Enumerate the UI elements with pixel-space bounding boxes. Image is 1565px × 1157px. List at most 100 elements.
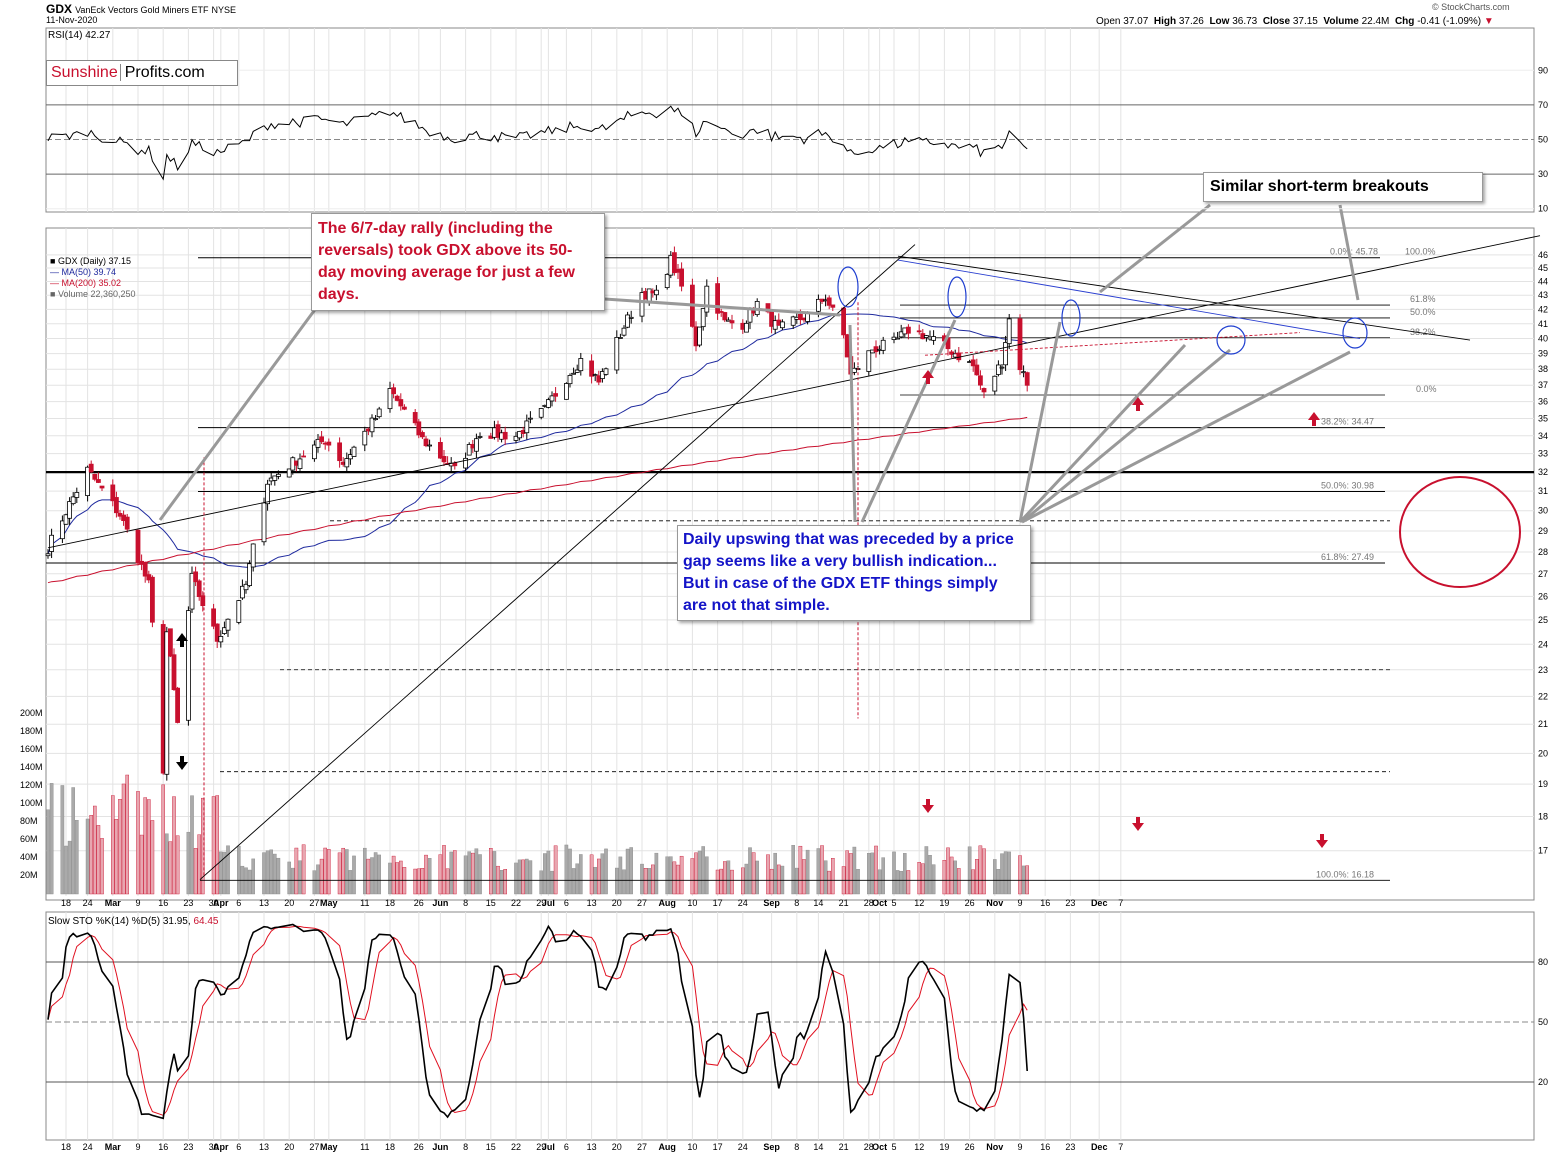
legend-ma50: — MA(50) 39.74	[50, 267, 117, 277]
symbol: GDX	[46, 2, 73, 16]
volume-bar	[921, 863, 925, 895]
candle-body	[798, 313, 803, 321]
volume-bar	[319, 858, 324, 895]
candle-body	[49, 534, 54, 552]
price-tick-label: 20	[1538, 748, 1548, 758]
up-arrow-icon	[176, 633, 188, 647]
x-tick-label: Apr	[213, 898, 229, 908]
candle-body	[193, 571, 199, 583]
candle-body	[1024, 372, 1030, 386]
volume-bar	[777, 864, 781, 895]
x-tick-label: 9	[135, 1142, 140, 1152]
chart-title: GDX VanEck Vectors Gold Miners ETF NYSE	[46, 2, 236, 16]
candle-body	[830, 304, 836, 308]
price-tick-label: 18	[1538, 811, 1548, 821]
x-tick-label: 8	[794, 1142, 799, 1152]
x-tick-label: 23	[1065, 1142, 1075, 1152]
volume-bar	[647, 868, 651, 895]
volume-bar	[823, 860, 828, 895]
x-tick-label: 24	[738, 1142, 748, 1152]
volume-bar	[118, 799, 122, 895]
x-tick-label: 27	[309, 1142, 319, 1152]
x-tick-label: 13	[259, 898, 269, 908]
candle-body	[297, 458, 303, 469]
x-tick-label: 20	[284, 898, 294, 908]
candle-body	[981, 388, 987, 393]
candle-body	[286, 468, 292, 478]
candle-body	[319, 436, 325, 443]
volume-bar	[294, 847, 299, 895]
volume-bar	[831, 858, 835, 895]
price-tick-label: 27	[1538, 569, 1548, 579]
candle-body	[880, 339, 886, 351]
candle-body	[949, 351, 954, 355]
candle-body	[221, 627, 227, 634]
candle-body	[992, 375, 998, 392]
x-tick-label: 14	[813, 898, 823, 908]
volume-bar	[92, 805, 97, 895]
candle-body	[578, 358, 584, 372]
candle-body	[149, 576, 155, 623]
callout-line	[158, 299, 324, 521]
volume-bar	[957, 868, 961, 895]
breakout-ellipse-icon	[1216, 325, 1246, 355]
candle-body	[135, 529, 141, 564]
volume-bar	[1018, 855, 1022, 895]
volume-bar	[816, 848, 821, 895]
volume-bar	[388, 862, 392, 895]
fib-label: 0.0%: 45.78	[1330, 247, 1378, 257]
volume-bar	[550, 870, 554, 895]
volume-bar	[719, 868, 723, 895]
volume-bar	[269, 849, 274, 895]
volume-bar	[236, 845, 241, 895]
candle-body	[218, 636, 224, 643]
volume-bar	[114, 819, 119, 895]
volume-bar	[327, 849, 331, 895]
candle-body	[538, 408, 544, 418]
volume-bar	[377, 854, 382, 895]
volume-bar	[928, 855, 932, 895]
price-tick-label: 21	[1538, 719, 1548, 729]
volume-bar	[96, 825, 101, 895]
volume-bar	[373, 852, 378, 895]
x-tick-label: Oct	[872, 898, 887, 908]
x-tick-label: 18	[61, 898, 71, 908]
volume-bar	[110, 795, 115, 895]
x-tick-label: 26	[965, 1142, 975, 1152]
volume-tick-label: 120M	[20, 780, 43, 790]
price-tick-label: 38	[1538, 364, 1548, 374]
volume-bar	[575, 863, 579, 895]
volume-bar	[417, 868, 421, 895]
target-circle-icon	[1399, 476, 1521, 588]
price-tick-label: 45	[1538, 263, 1548, 273]
x-tick-label: Jul	[542, 1142, 555, 1152]
panel-frame-1	[45, 227, 1535, 901]
candle-body	[546, 399, 551, 408]
candle-body	[517, 431, 522, 439]
volume-bar	[517, 859, 522, 895]
x-tick-label: 22	[511, 1142, 521, 1152]
x-tick-label: 21	[839, 898, 849, 908]
candle-body	[250, 543, 256, 568]
candle-body	[502, 431, 508, 440]
volume-bar	[499, 870, 504, 895]
volume-bar	[449, 851, 454, 895]
volume-bar	[967, 846, 972, 895]
fib-label: 50.0%	[1410, 307, 1436, 317]
volume-bar	[521, 859, 525, 895]
volume-bar	[60, 785, 65, 895]
candle-body	[326, 441, 332, 446]
x-tick-label: 11	[360, 1142, 369, 1152]
candle-body	[63, 514, 69, 525]
candle-body	[463, 457, 469, 469]
candle-body	[513, 435, 519, 441]
candle-body	[88, 463, 94, 473]
x-tick-label: 13	[259, 1142, 269, 1152]
candle-body	[654, 289, 659, 296]
volume-bar	[143, 797, 148, 895]
volume-bar	[982, 848, 986, 895]
volume-bar	[769, 868, 774, 895]
breakout-ellipse-icon	[837, 266, 859, 308]
x-tick-label: 20	[612, 1142, 622, 1152]
x-tick-label: 6	[236, 898, 241, 908]
